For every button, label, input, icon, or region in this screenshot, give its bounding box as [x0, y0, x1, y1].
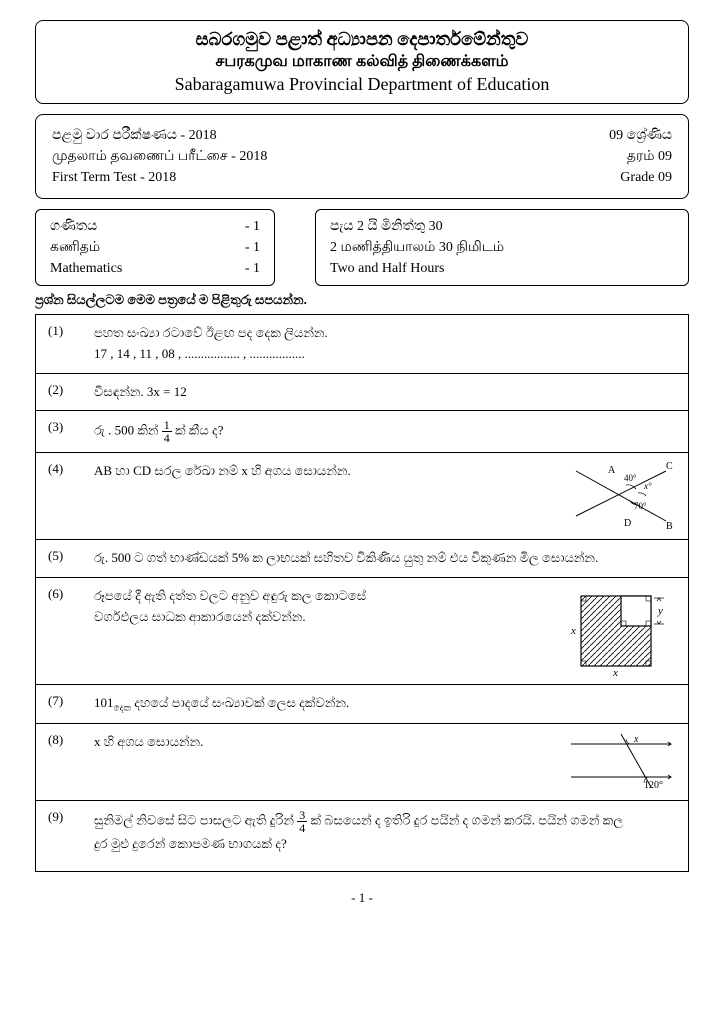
time-si: පැය 2 යි මිනිත්තු 30 [330, 216, 674, 237]
angle-40: 40° [624, 473, 637, 483]
question-9: (9) සුනිමල් නිවසේ සිට පාසලට ඇති දුරින් 3… [36, 801, 688, 871]
q6-text: රූපයේ දී ඇති දත්ත වලට අනුව අඳුරු කල කොටස… [94, 586, 548, 628]
q-num: (3) [48, 419, 76, 435]
question-4: (4) AB හා CD සරල රේඛා නම් x හි අගය සොයන්… [36, 453, 688, 540]
subject-si: ගණිතය [50, 216, 97, 237]
subject-en: Mathematics [50, 258, 122, 279]
label-y: y [657, 605, 663, 617]
q8-text: x හි අගය සොයන්න. [94, 732, 548, 753]
angle-x: x° [643, 481, 652, 491]
q-num: (1) [48, 323, 76, 339]
subject-num-3: - 1 [245, 258, 260, 279]
subject-time-row: ගණිතය - 1 கணிதம் - 1 Mathematics - 1 පැය 2 … [35, 209, 689, 286]
fraction: 14 [162, 419, 172, 444]
q-num: (4) [48, 461, 76, 477]
label-c: C [666, 461, 673, 472]
q1-line1: පහත සංඛ්‍යා රටාවේ ඊළඟ පද දෙක ලියන්න. [94, 323, 676, 344]
instruction-text: ප්‍රශ්න සියල්ලටම මෙම පත්‍රයේ ම පිළිතුරු … [35, 292, 689, 308]
exam-ta: முதலாம் தவணைப் பரீட்சை - 2018 [52, 146, 267, 167]
angle-diagram-icon: A C D B 40° x° 70° [566, 461, 676, 531]
grade-en: Grade 09 [620, 167, 672, 188]
label-x-left: x [570, 625, 576, 637]
question-8: (8) x හි අගය සොයන්න. x 120° [36, 724, 688, 801]
question-1: (1) පහත සංඛ්‍යා රටාවේ ඊළඟ පද දෙක ලියන්න.… [36, 315, 688, 374]
q-text: පහත සංඛ්‍යා රටාවේ ඊළඟ පද දෙක ලියන්න. 17 … [94, 323, 676, 365]
q7-text: 101දෙක දහයේ පාදයේ සංඛ්‍යාවක් ලෙස දක්වන්න… [94, 693, 676, 715]
q-num: (5) [48, 548, 76, 564]
q4-diagram: A C D B 40° x° 70° [566, 461, 676, 531]
q8-diagram: x 120° [566, 732, 676, 792]
q-num: (7) [48, 693, 76, 709]
angle-120: 120° [644, 780, 663, 791]
header-tamil: சபரகமுவ மாகாண கல்வித் திணைக்களம் [52, 52, 672, 72]
q6-diagram: x y x [566, 586, 676, 676]
question-2: (2) විසඳන්න. 3x = 12 [36, 374, 688, 412]
parallel-lines-icon: x 120° [566, 732, 676, 792]
frac-bot: 4 [297, 822, 307, 834]
q1-line2: 17 , 14 , 11 , 08 , ................. , … [94, 344, 676, 365]
q5-text: රු. 500 ට ගත් භාණ්ඩයක් 5% ක ලාභයක් සහිතව… [94, 548, 676, 569]
page-number: - 1 - [35, 890, 689, 906]
question-3: (3) රු . 500 කින් 14 ක් කීය ද? [36, 411, 688, 453]
q9-part1: සුනිමල් නිවසේ සිට පාසලට ඇති දුරින් [94, 813, 294, 828]
q9-text: සුනිමල් නිවසේ සිට පාසලට ඇති දුරින් 34 ක්… [94, 809, 676, 855]
q3-part1: රු . 500 කින් [94, 423, 158, 438]
question-5: (5) රු. 500 ට ගත් භාණ්ඩයක් 5% ක ලාභයක් ස… [36, 540, 688, 578]
q-num: (8) [48, 732, 76, 748]
questions-container: (1) පහත සංඛ්‍යා රටාවේ ඊළඟ පද දෙක ලියන්න.… [35, 314, 689, 872]
exam-info-box: පළමු වාර පරීක්ෂණය - 2018 09 ශ්‍රේණිය முத… [35, 114, 689, 199]
label-b: B [666, 521, 673, 531]
q-num: (6) [48, 586, 76, 602]
exam-si: පළමු වාර පරීක්ෂණය - 2018 [52, 125, 217, 146]
time-ta: 2 மணித்தியாலம் 30 நிமிடம் [330, 237, 674, 258]
label-d: D [624, 518, 631, 529]
header-sinhala: සබරගමුව පළාත් අධ්‍යාපන දෙපාර්තමේන්තුව [52, 29, 672, 50]
grade-si: 09 ශ්‍රේණිය [609, 125, 672, 146]
q9-part3: දුර මුළු දුරෙන් කොපමණ භාගයක් ද? [94, 834, 676, 855]
q7-num: 101 [94, 695, 114, 710]
question-7: (7) 101දෙක දහයේ පාදයේ සංඛ්‍යාවක් ලෙස දක්… [36, 685, 688, 724]
fraction: 34 [297, 809, 307, 834]
angle-70: 70° [634, 501, 647, 511]
q6-line2: වර්ගඵලය සාධක ආකාරයෙන් දක්වන්න. [94, 607, 548, 628]
q9-part2: ක් බසයෙන් ද ඉතිරි දුර පයින් ද ගමන් කරයි.… [310, 813, 623, 828]
subject-num-1: - 1 [245, 216, 260, 237]
q-num: (2) [48, 382, 76, 398]
q4-text: AB හා CD සරල රේඛා නම් x හි අගය සොයන්න. [94, 461, 548, 482]
time-box: පැය 2 යි මිනිත්තු 30 2 மணித்தியாலம் 30 ந… [315, 209, 689, 286]
department-header: සබරගමුව පළාත් අධ්‍යාපන දෙපාර්තමේන්තුව சப… [35, 20, 689, 104]
label-x: x [633, 734, 639, 745]
q2-text: විසඳන්න. 3x = 12 [94, 382, 676, 403]
grade-ta: தரம் 09 [627, 146, 672, 167]
square-diagram-icon: x y x [566, 586, 676, 676]
q-num: (9) [48, 809, 76, 825]
q3-part2: ක් කීය ද? [175, 423, 224, 438]
question-6: (6) රූපයේ දී ඇති දත්ත වලට අනුව අඳුරු කල … [36, 578, 688, 685]
label-a: A [608, 465, 616, 476]
subject-box: ගණිතය - 1 கணிதம் - 1 Mathematics - 1 [35, 209, 275, 286]
q6-line1: රූපයේ දී ඇති දත්ත වලට අනුව අඳුරු කල කොටස… [94, 586, 548, 607]
q3-text: රු . 500 කින් 14 ක් කීය ද? [94, 419, 676, 444]
frac-bot: 4 [162, 432, 172, 444]
time-en: Two and Half Hours [330, 258, 674, 279]
label-x-bottom: x [612, 667, 618, 676]
header-english: Sabaragamuwa Provincial Department of Ed… [52, 74, 672, 95]
q7-sub: දෙක [114, 703, 131, 713]
q7-rest: දහයේ පාදයේ සංඛ්‍යාවක් ලෙස දක්වන්න. [131, 695, 349, 710]
exam-en: First Term Test - 2018 [52, 167, 176, 188]
subject-ta: கணிதம் [50, 237, 100, 258]
subject-num-2: - 1 [245, 237, 260, 258]
